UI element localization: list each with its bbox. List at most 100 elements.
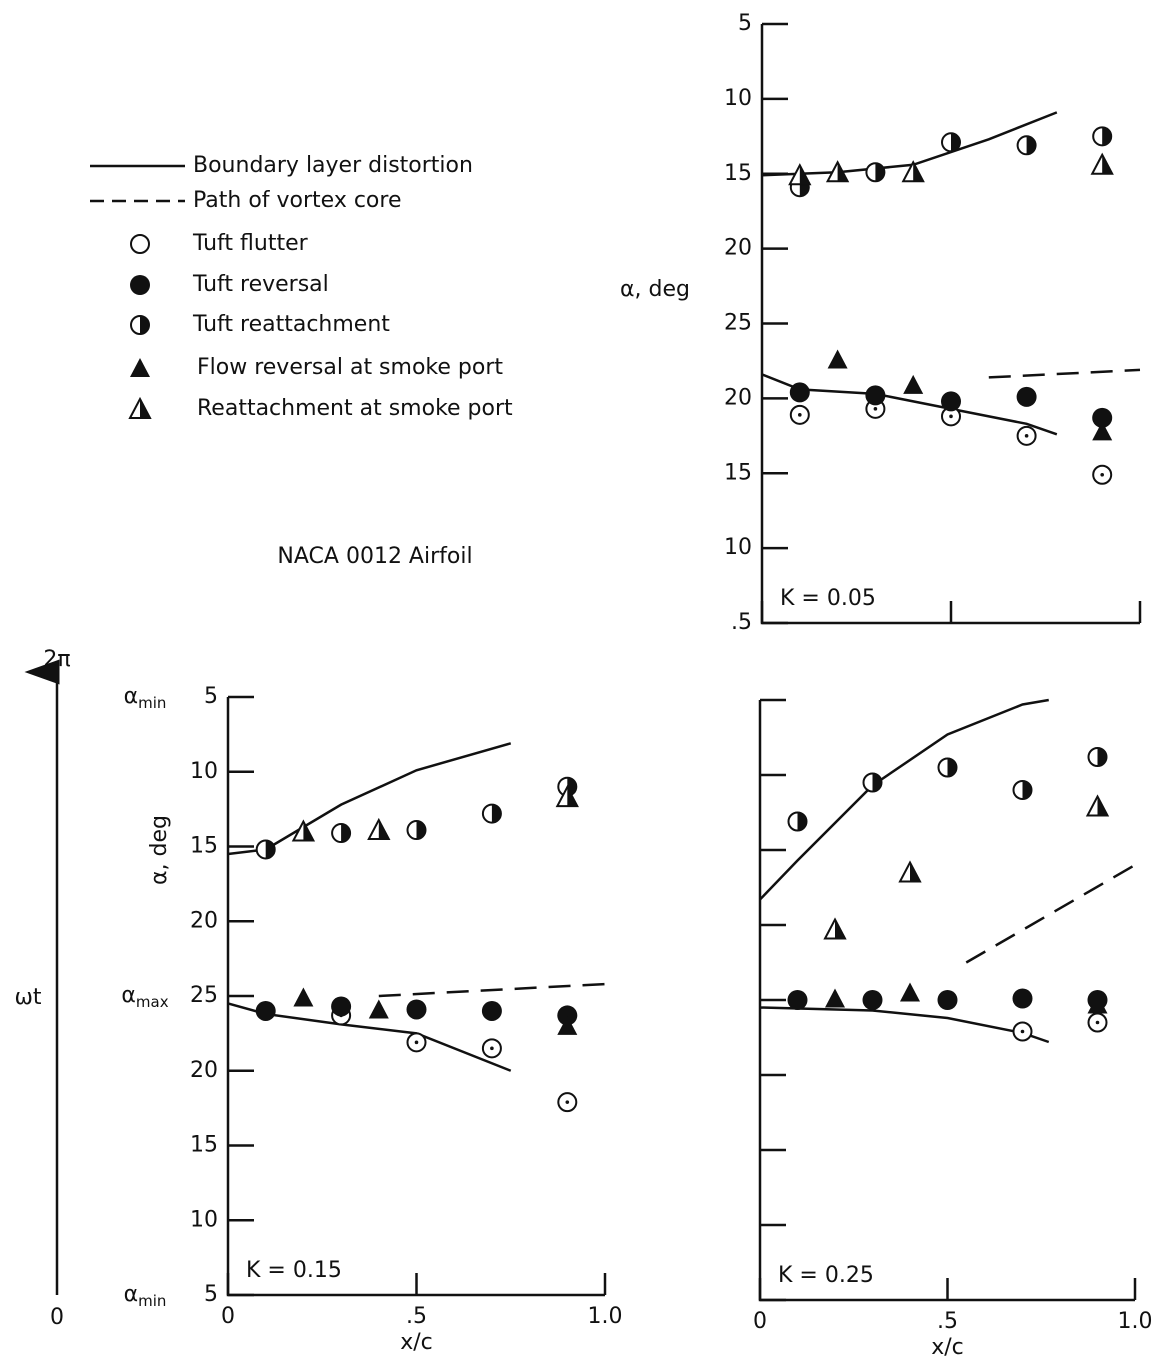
marker-part bbox=[414, 1040, 419, 1045]
marker-part bbox=[949, 414, 953, 419]
chart-title: NACA 0012 Airfoil bbox=[277, 544, 472, 569]
marker-part bbox=[1020, 1029, 1025, 1034]
marker-part bbox=[1026, 136, 1036, 155]
marker-part bbox=[947, 758, 957, 777]
marker-part bbox=[903, 374, 924, 394]
axis bbox=[760, 24, 1140, 625]
legend-label: Tuft reversal bbox=[192, 272, 329, 297]
marker-part bbox=[1095, 1020, 1100, 1025]
data-point bbox=[865, 162, 886, 183]
marker-part bbox=[1102, 127, 1112, 146]
marker-part bbox=[835, 920, 845, 939]
y-tick-label: 15 bbox=[724, 161, 752, 186]
marker-part bbox=[293, 987, 314, 1007]
data-point bbox=[367, 817, 391, 841]
marker-part bbox=[913, 163, 924, 182]
marker-part bbox=[872, 773, 882, 792]
marker-part bbox=[862, 990, 883, 1010]
x-tick-label: 1.0 bbox=[1118, 1309, 1153, 1334]
data-point bbox=[862, 990, 883, 1010]
marker-part bbox=[1097, 748, 1107, 766]
panel-label: K = 0.05 bbox=[780, 586, 876, 611]
data-point bbox=[787, 811, 808, 832]
data-point bbox=[291, 819, 316, 842]
marker-part bbox=[491, 804, 501, 823]
side-label-sub: min bbox=[138, 1292, 166, 1310]
vortex-path bbox=[988, 368, 1141, 379]
marker-part bbox=[900, 982, 920, 1002]
marker-part bbox=[368, 999, 389, 1019]
data-point bbox=[557, 1015, 578, 1035]
legend-label: Flow reversal at smoke port bbox=[197, 355, 503, 380]
side-label-sub: min bbox=[138, 694, 166, 712]
marker-part bbox=[130, 234, 150, 254]
y-tick-label: 10 bbox=[190, 1207, 218, 1232]
y-tick-label: 10 bbox=[724, 535, 752, 560]
marker-part bbox=[255, 1000, 276, 1021]
marker-part bbox=[1092, 421, 1113, 441]
side-label-symbol: α bbox=[124, 684, 139, 709]
y-tick-label: 25 bbox=[190, 983, 218, 1008]
marker-part bbox=[789, 382, 810, 403]
marker-part bbox=[865, 385, 886, 406]
data-point bbox=[293, 987, 314, 1007]
legend-marker bbox=[130, 234, 150, 254]
data-point bbox=[941, 391, 961, 412]
data-point bbox=[941, 132, 961, 153]
data-point bbox=[406, 999, 427, 1020]
marker-part bbox=[565, 1100, 570, 1104]
side-label: αmin bbox=[124, 1282, 167, 1310]
marker-part bbox=[416, 821, 426, 840]
marker-part bbox=[799, 166, 810, 185]
data-point bbox=[898, 860, 922, 883]
x-tick-label: 0 bbox=[221, 1304, 235, 1329]
marker-part bbox=[481, 1000, 502, 1021]
marker-part bbox=[265, 840, 275, 859]
marker-part bbox=[873, 407, 878, 411]
y-axis-label: α, deg bbox=[147, 815, 172, 885]
boundary-line bbox=[227, 742, 512, 1072]
time-axis-end: 2π bbox=[43, 647, 70, 672]
marker-part bbox=[837, 163, 848, 182]
marker-part bbox=[1100, 472, 1104, 477]
y-tick-label: .5 bbox=[731, 610, 752, 635]
marker-part bbox=[378, 821, 389, 840]
data-point bbox=[1092, 421, 1113, 441]
marker-part bbox=[787, 990, 808, 1010]
data-point bbox=[557, 1005, 578, 1026]
y-tick-label: 20 bbox=[190, 908, 218, 933]
marker-part bbox=[1016, 386, 1037, 407]
data-point bbox=[825, 160, 850, 183]
side-label-sub: max bbox=[136, 993, 169, 1011]
marker-part bbox=[797, 812, 807, 831]
data-point bbox=[1090, 152, 1114, 175]
data-point bbox=[825, 988, 845, 1008]
vortex-path bbox=[378, 982, 606, 998]
y-tick-label: 20 bbox=[724, 385, 752, 410]
data-point bbox=[937, 757, 958, 778]
data-point bbox=[1012, 1021, 1033, 1042]
marker-part bbox=[567, 788, 578, 807]
legend-marker bbox=[130, 275, 150, 295]
y-tick-label: 15 bbox=[190, 834, 218, 859]
data-point bbox=[1092, 464, 1113, 485]
x-axis-label: x/c bbox=[400, 1330, 433, 1355]
data-point bbox=[406, 820, 427, 841]
data-point bbox=[901, 160, 925, 183]
side-label-symbol: α bbox=[121, 983, 136, 1008]
panel-label: K = 0.25 bbox=[778, 1263, 874, 1288]
data-point bbox=[862, 772, 883, 793]
data-point bbox=[1087, 994, 1108, 1014]
side-label: αmin bbox=[124, 684, 167, 712]
data-point bbox=[1016, 425, 1037, 446]
marker-part bbox=[1097, 797, 1108, 816]
data-point bbox=[1085, 794, 1110, 817]
data-point bbox=[557, 1092, 578, 1113]
x-axis-label: x/c bbox=[931, 1335, 964, 1360]
data-point bbox=[1092, 126, 1113, 147]
data-point bbox=[255, 839, 276, 860]
legend-marker bbox=[130, 315, 150, 335]
marker-part bbox=[557, 1015, 578, 1035]
data-point bbox=[1016, 386, 1037, 407]
